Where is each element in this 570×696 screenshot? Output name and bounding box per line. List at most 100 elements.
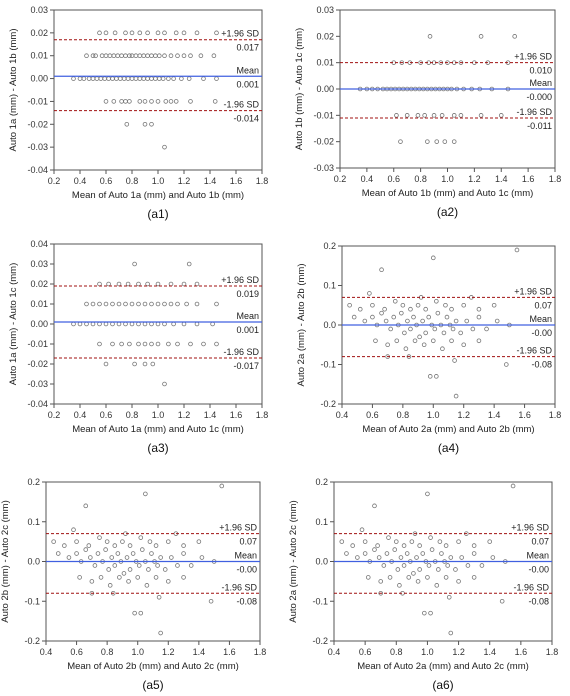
data-point (143, 491, 148, 497)
y-axis-title: Auto 2b (mm) - Auto 2c (mm) (0, 500, 11, 622)
data-point (121, 76, 127, 81)
data-point (428, 535, 433, 540)
y-tick-label: 0.03 (30, 5, 48, 15)
data-point (111, 53, 117, 59)
data-point (168, 281, 174, 287)
y-tick-label: -0.1 (312, 596, 328, 606)
x-axis-title: Mean of Auto 1a (mm) and Auto 1c (mm) (72, 424, 244, 435)
y-tick-label: 0.0 (27, 557, 40, 567)
data-point (133, 53, 139, 59)
upper-limit-label: +1.96 SD (219, 523, 257, 533)
x-tick-label: 1.0 (427, 410, 440, 420)
y-tick-label: 0.00 (30, 74, 48, 84)
data-point (499, 598, 505, 604)
x-tick-label: 0.6 (387, 174, 400, 184)
y-tick-label: 0.2 (27, 477, 40, 487)
data-point (135, 575, 141, 580)
data-point (74, 539, 79, 544)
upper-limit-label: +1.96 SD (221, 275, 259, 285)
x-tick-label: 1.8 (549, 174, 562, 184)
data-point (112, 30, 118, 36)
mean-label: Mean (236, 65, 259, 75)
data-point (146, 567, 151, 572)
data-point (55, 551, 61, 556)
data-point (155, 341, 161, 347)
data-point (494, 318, 500, 324)
data-point (479, 563, 485, 568)
data-point (430, 255, 436, 261)
data-point (144, 583, 150, 588)
data-point (422, 113, 427, 118)
data-point (155, 30, 161, 36)
upper-limit-label: +1.96 SD (221, 29, 259, 39)
x-tick-label: 0.8 (101, 647, 114, 657)
data-point (145, 76, 150, 81)
y-axis-title: Auto 2a (mm) - Auto 2b (mm) (296, 263, 307, 386)
y-tick-label: 0.2 (315, 477, 328, 487)
data-point (404, 551, 410, 556)
lower-limit-value: -0.08 (531, 360, 552, 370)
data-point (153, 53, 158, 59)
data-point (387, 575, 393, 580)
data-point (93, 53, 98, 59)
data-point (97, 281, 102, 287)
x-tick-label: 1.2 (162, 647, 175, 657)
data-point (437, 539, 443, 544)
data-point (175, 341, 180, 347)
x-tick-label: 1.0 (152, 410, 165, 420)
x-tick-label: 1.6 (522, 174, 535, 184)
data-point (77, 575, 82, 580)
data-point (162, 567, 168, 572)
data-point (370, 302, 375, 308)
y-tick-label: 0.2 (323, 241, 336, 251)
data-point (214, 341, 219, 347)
data-point (181, 30, 187, 36)
data-point (150, 361, 156, 367)
data-point (157, 53, 162, 59)
lower-limit-label: -1.96 SD (516, 107, 552, 117)
data-point (110, 76, 115, 81)
data-point (121, 571, 127, 576)
data-point (129, 321, 135, 327)
data-point (436, 567, 441, 572)
data-point (214, 30, 219, 36)
data-point (378, 579, 384, 584)
upper-limit-label: +1.96 SD (514, 52, 552, 62)
data-point (351, 314, 357, 320)
y-tick-label: -0.2 (320, 399, 336, 409)
data-point (127, 567, 133, 572)
data-point (388, 326, 393, 332)
upper-limit-value: 0.019 (236, 289, 259, 299)
data-point (136, 341, 141, 347)
data-point (512, 34, 517, 39)
data-point (434, 583, 440, 588)
data-point (97, 321, 102, 327)
x-tick-label: 0.8 (390, 647, 403, 657)
data-point (127, 53, 132, 59)
data-point (423, 330, 428, 336)
data-point (415, 579, 421, 584)
data-point (399, 60, 405, 65)
y-tick-label: -0.01 (313, 110, 334, 120)
data-point (427, 34, 433, 39)
data-point (129, 30, 135, 36)
data-point (476, 338, 482, 344)
data-point (422, 610, 427, 616)
data-point (452, 358, 457, 363)
data-point (110, 321, 115, 327)
data-point (208, 598, 214, 604)
data-point (111, 99, 117, 104)
data-point (141, 53, 147, 59)
x-tick-label: 0.4 (74, 176, 87, 186)
data-point (402, 330, 407, 336)
data-point (194, 281, 200, 287)
panel-label: (a2) (437, 205, 458, 219)
data-point (397, 583, 402, 588)
data-point (449, 338, 454, 344)
data-point (443, 575, 449, 580)
data-point (155, 321, 161, 327)
data-point (157, 76, 162, 81)
data-point (181, 575, 186, 580)
x-tick-label: 1.2 (178, 410, 191, 420)
data-point (171, 321, 176, 327)
